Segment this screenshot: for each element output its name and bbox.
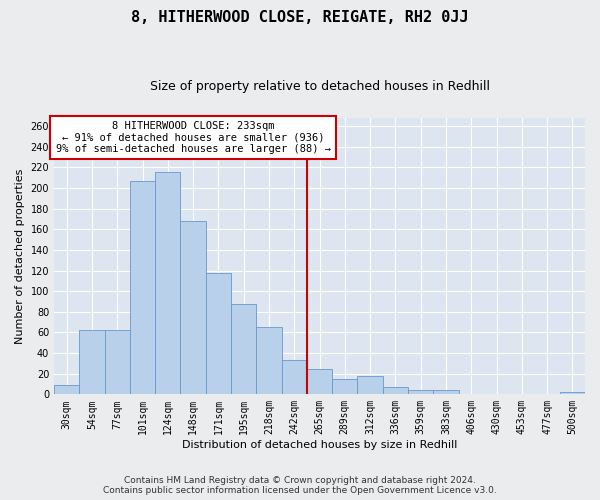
Bar	[433, 390, 458, 394]
Bar	[130, 180, 155, 394]
Bar	[104, 330, 130, 394]
Bar	[560, 392, 585, 394]
Bar	[383, 387, 408, 394]
Bar	[332, 379, 358, 394]
Text: 8, HITHERWOOD CLOSE, REIGATE, RH2 0JJ: 8, HITHERWOOD CLOSE, REIGATE, RH2 0JJ	[131, 10, 469, 25]
Title: Size of property relative to detached houses in Redhill: Size of property relative to detached ho…	[149, 80, 490, 93]
Bar	[231, 304, 256, 394]
Bar	[155, 172, 181, 394]
Bar	[358, 376, 383, 394]
Text: Contains HM Land Registry data © Crown copyright and database right 2024.
Contai: Contains HM Land Registry data © Crown c…	[103, 476, 497, 495]
Bar	[206, 272, 231, 394]
Bar	[54, 385, 79, 394]
Y-axis label: Number of detached properties: Number of detached properties	[15, 168, 25, 344]
Bar	[408, 390, 433, 394]
Bar	[79, 330, 104, 394]
Bar	[256, 328, 281, 394]
Bar	[281, 360, 307, 394]
Bar	[307, 368, 332, 394]
Bar	[181, 221, 206, 394]
X-axis label: Distribution of detached houses by size in Redhill: Distribution of detached houses by size …	[182, 440, 457, 450]
Text: 8 HITHERWOOD CLOSE: 233sqm
← 91% of detached houses are smaller (936)
9% of semi: 8 HITHERWOOD CLOSE: 233sqm ← 91% of deta…	[56, 121, 331, 154]
